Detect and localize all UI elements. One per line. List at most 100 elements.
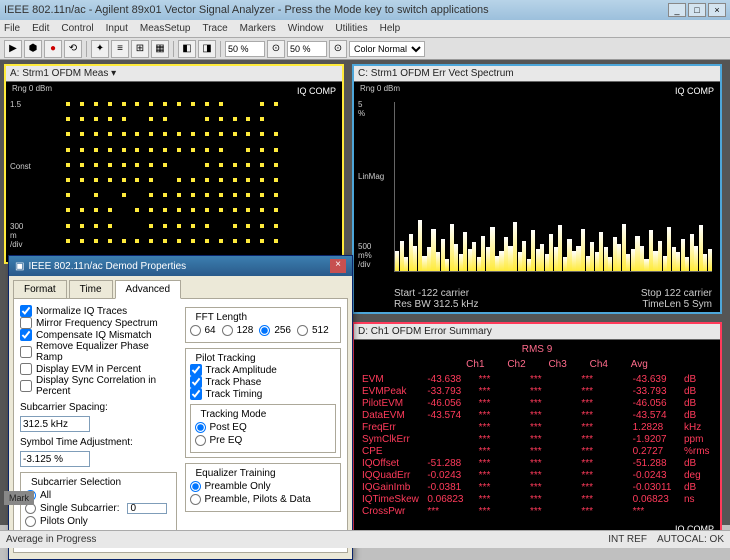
panel-a-header[interactable]: A: Strm1 OFDM Meas ▾ xyxy=(6,66,342,82)
fft-radio-128[interactable] xyxy=(222,325,233,336)
pilot-check-0[interactable] xyxy=(190,364,202,376)
tb-colormode[interactable]: Color Normal xyxy=(349,41,425,57)
tab-time[interactable]: Time xyxy=(69,280,113,298)
constellation-point xyxy=(260,239,264,243)
dialog-close-button[interactable]: × xyxy=(330,259,346,273)
constellation-point xyxy=(163,148,167,152)
menu-help[interactable]: Help xyxy=(380,23,401,34)
constellation-point xyxy=(66,224,70,228)
fft-radio-64[interactable] xyxy=(190,325,201,336)
constellation-point xyxy=(149,102,153,106)
tb-btn-11[interactable]: ⊙ xyxy=(267,40,285,58)
tb-btn-6[interactable]: ≡ xyxy=(111,40,129,58)
constellation-point xyxy=(135,102,139,106)
constellation-point xyxy=(219,193,223,197)
constellation-point xyxy=(135,178,139,182)
spectrum-bar xyxy=(531,230,535,271)
constellation-point xyxy=(163,193,167,197)
constellation-point xyxy=(94,208,98,212)
pilot-check-1[interactable] xyxy=(190,376,202,388)
tb-btn-1[interactable]: ▶ xyxy=(4,40,22,58)
check-4[interactable] xyxy=(20,363,32,375)
tracking-mode-radio-0[interactable] xyxy=(195,422,206,433)
menu-trace[interactable]: Trace xyxy=(202,23,227,34)
spectrum-bar xyxy=(604,247,608,271)
menu-meassetup[interactable]: MeasSetup xyxy=(140,23,191,34)
constellation-point xyxy=(205,102,209,106)
constellation-point xyxy=(260,224,264,228)
minimize-button[interactable]: _ xyxy=(668,3,686,17)
tb-field-1[interactable] xyxy=(225,41,265,57)
spectrum-bar xyxy=(540,244,544,271)
spectrum-bar xyxy=(545,254,549,271)
subcarrier-radio-2[interactable] xyxy=(25,516,36,527)
menu-utilities[interactable]: Utilities xyxy=(335,23,367,34)
panel-d-error-summary: D: Ch1 OFDM Error Summary IQ COMP RMS 9 … xyxy=(352,322,722,542)
error-table: RMS 9 Ch1 Ch2 Ch3 Ch4 Avg EVM-43.638****… xyxy=(354,340,720,522)
subcarrier-spacing-input[interactable] xyxy=(20,416,90,432)
constellation-point xyxy=(233,163,237,167)
close-button[interactable]: × xyxy=(708,3,726,17)
constellation-point xyxy=(80,208,84,212)
fft-radio-row: 128 xyxy=(222,325,254,336)
panel-a-y2: Const xyxy=(10,162,31,171)
error-rms: RMS 9 xyxy=(362,344,712,355)
check-5[interactable] xyxy=(20,380,32,392)
tracking-mode-radio-1[interactable] xyxy=(195,435,206,446)
spectrum-bar xyxy=(699,225,703,271)
check-2[interactable] xyxy=(20,329,32,341)
check-1[interactable] xyxy=(20,317,32,329)
constellation-point xyxy=(274,224,278,228)
tb-btn-9[interactable]: ◧ xyxy=(178,40,196,58)
tb-btn-10[interactable]: ◨ xyxy=(198,40,216,58)
spectrum-bar xyxy=(586,256,590,271)
spectrum-bar xyxy=(427,247,431,271)
fft-radio-512[interactable] xyxy=(297,325,308,336)
tb-btn-12[interactable]: ⊙ xyxy=(329,40,347,58)
constellation-point xyxy=(205,224,209,228)
panel-c-header: C: Strm1 OFDM Err Vect Spectrum xyxy=(354,66,720,82)
tab-advanced[interactable]: Advanced xyxy=(115,280,181,299)
constellation-point xyxy=(135,148,139,152)
dialog-icon: ▣ xyxy=(15,261,24,272)
menu-input[interactable]: Input xyxy=(106,23,128,34)
check-label-2: Compensate IQ Mismatch xyxy=(36,330,152,341)
constellation-point xyxy=(80,178,84,182)
dialog-titlebar[interactable]: ▣ IEEE 802.11n/ac Demod Properties × xyxy=(9,256,352,276)
check-0[interactable] xyxy=(20,305,32,317)
constellation-point xyxy=(205,148,209,152)
maximize-button[interactable]: □ xyxy=(688,3,706,17)
symbol-time-input[interactable] xyxy=(20,451,90,467)
tb-btn-5[interactable]: ✦ xyxy=(91,40,109,58)
status-intref: INT REF xyxy=(608,534,647,545)
constellation-point xyxy=(108,148,112,152)
tb-btn-7[interactable]: ⊞ xyxy=(131,40,149,58)
col-ch3: Ch3 xyxy=(548,359,566,370)
error-row: PilotEVM-46.056*********-46.056dB xyxy=(362,398,712,409)
demod-properties-dialog: ▣ IEEE 802.11n/ac Demod Properties × For… xyxy=(8,255,353,560)
eq-radio-0[interactable] xyxy=(190,481,201,492)
menu-window[interactable]: Window xyxy=(288,23,324,34)
constellation-point xyxy=(260,148,264,152)
eq-radio-1[interactable] xyxy=(190,494,201,505)
tracking-mode-row: Pre EQ xyxy=(195,435,332,446)
menu-file[interactable]: File xyxy=(4,23,20,34)
tb-btn-8[interactable]: ▦ xyxy=(151,40,169,58)
check-row: Compensate IQ Mismatch xyxy=(20,329,177,341)
tb-btn-record[interactable]: ● xyxy=(44,40,62,58)
single-subcarrier-input[interactable] xyxy=(127,503,167,514)
constellation-point xyxy=(219,208,223,212)
mark-tab[interactable]: Mark xyxy=(4,491,34,505)
fft-radio-256[interactable] xyxy=(259,325,270,336)
spectrum-bar xyxy=(409,234,413,271)
spectrum-bar xyxy=(400,241,404,271)
menu-edit[interactable]: Edit xyxy=(32,23,49,34)
menu-markers[interactable]: Markers xyxy=(240,23,276,34)
menu-control[interactable]: Control xyxy=(61,23,93,34)
tb-btn-2[interactable]: ⬢ xyxy=(24,40,42,58)
tb-btn-4[interactable]: ⟲ xyxy=(64,40,82,58)
pilot-check-2[interactable] xyxy=(190,388,202,400)
tab-format[interactable]: Format xyxy=(13,280,67,298)
tb-field-2[interactable] xyxy=(287,41,327,57)
check-3[interactable] xyxy=(20,346,32,358)
